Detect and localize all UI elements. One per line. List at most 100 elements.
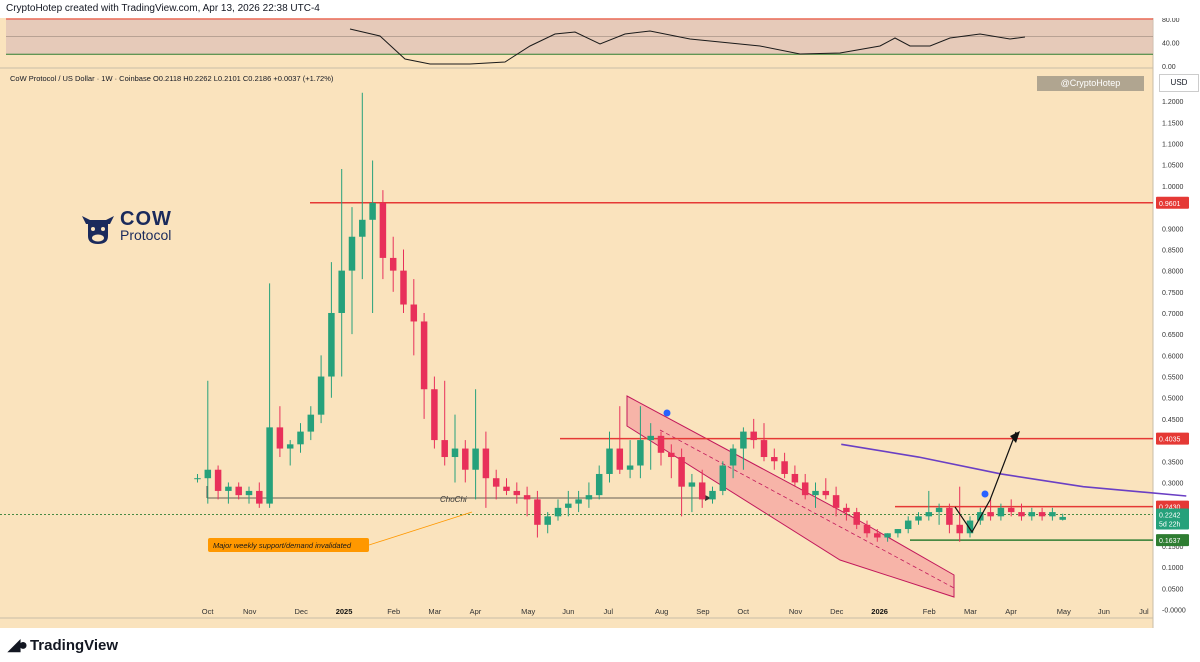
- currency-button[interactable]: USD: [1159, 74, 1199, 92]
- candle-body: [956, 524, 963, 534]
- time-tick-label: Oct: [737, 607, 750, 616]
- price-tick-label: 0.0500: [1162, 586, 1184, 593]
- candle-body: [832, 495, 840, 508]
- rsi-line: [349, 28, 1026, 65]
- header-bar: CryptoHotep created with TradingView.com…: [0, 0, 1200, 18]
- price-tick-label: 0.4500: [1162, 417, 1184, 424]
- candle-body: [729, 448, 737, 466]
- tradingview-logo[interactable]: ◢● TradingView: [8, 634, 118, 656]
- candle-body: [966, 520, 974, 534]
- candle-body: [698, 482, 706, 500]
- note-box: [208, 538, 369, 552]
- time-tick-label: 2026: [871, 607, 888, 616]
- time-tick-label: May: [1057, 607, 1071, 616]
- candle-body: [410, 304, 418, 322]
- time-tick-label: Nov: [789, 607, 803, 616]
- candle-body: [431, 389, 438, 441]
- candle-body: [451, 448, 459, 458]
- time-tick-label: Aug: [655, 607, 668, 616]
- candle-body: [946, 507, 953, 525]
- time-tick-label: Oct: [202, 607, 215, 616]
- candle-body: [626, 465, 634, 470]
- level-price-box: [1156, 432, 1189, 445]
- price-tick-label: 0.6000: [1162, 353, 1184, 360]
- price-tick-label: 0.5500: [1162, 375, 1184, 382]
- candle-body: [235, 486, 242, 496]
- price-tick-label: 0.7500: [1162, 290, 1184, 297]
- time-tick-label: Jul: [1139, 607, 1149, 616]
- candle-body: [1049, 512, 1056, 517]
- candle-body: [565, 503, 572, 508]
- time-tick-label: Sep: [696, 607, 709, 616]
- time-tick-label: Apr: [1005, 607, 1017, 616]
- price-tick-label: 1.0500: [1162, 163, 1184, 170]
- choch-arrowhead: [705, 495, 711, 501]
- candle-body: [688, 482, 696, 487]
- candle-body: [369, 202, 376, 220]
- candle-body: [709, 490, 716, 500]
- candle-body: [637, 440, 644, 466]
- last-price-label: 0.2242: [1159, 513, 1181, 520]
- time-tick-label: Mar: [428, 607, 441, 616]
- tradingview-icon: ◢●: [8, 637, 28, 654]
- candle-body: [317, 376, 325, 415]
- candle-body: [379, 202, 387, 258]
- candle-body: [1059, 516, 1066, 520]
- note-leader-line: [368, 511, 473, 546]
- candle-body: [544, 516, 551, 525]
- price-tick-label: 0.9000: [1162, 226, 1184, 233]
- candle-body: [740, 431, 747, 449]
- level-price-box: [1156, 196, 1189, 209]
- time-tick-label: Nov: [243, 607, 257, 616]
- candle-body: [1028, 512, 1036, 517]
- candle-body: [204, 469, 212, 479]
- candle-body: [997, 507, 1005, 517]
- signal-dot: [981, 490, 989, 498]
- price-chart[interactable]: 80.00 40.00 0.00 1.2000 1.1500 1.1000 1.0500 1.…: [0, 18, 1200, 628]
- level-price-label: 0.9601: [1159, 201, 1181, 208]
- candle-body: [462, 448, 469, 470]
- choch-label: ChoChi: [440, 495, 467, 504]
- moving-average-line: [841, 443, 1187, 497]
- candle-body: [853, 512, 860, 525]
- candle-body: [307, 414, 315, 432]
- candle-body: [420, 321, 428, 390]
- candle-body: [389, 257, 397, 271]
- candle-body: [276, 427, 284, 449]
- price-tick-label: 1.0000: [1162, 184, 1184, 191]
- candle-body: [771, 457, 778, 462]
- candle-body: [987, 512, 994, 517]
- candle-body: [719, 465, 727, 491]
- candle-body: [812, 490, 819, 496]
- candle-body: [781, 461, 788, 474]
- candle-body: [760, 440, 768, 458]
- candle-body: [575, 499, 582, 504]
- candle-body: [750, 431, 757, 441]
- price-tick-label: 0.1000: [1162, 565, 1184, 572]
- candle-body: [214, 469, 222, 491]
- candle-body: [348, 236, 356, 271]
- candle-body: [915, 516, 922, 521]
- candle-body: [503, 486, 510, 491]
- candle-body: [492, 478, 500, 487]
- candle-body: [678, 457, 685, 487]
- projection-arrowhead: [1010, 431, 1020, 443]
- last-price-box: [1156, 508, 1189, 530]
- candle-body: [523, 495, 531, 500]
- time-tick-label: Mar: [964, 607, 977, 616]
- time-tick-label: Jun: [1098, 607, 1110, 616]
- candle-body: [472, 448, 479, 470]
- header-text: CryptoHotep created with TradingView.com…: [6, 3, 320, 14]
- time-tick-label: Apr: [470, 607, 482, 616]
- candle-body: [791, 473, 799, 483]
- time-tick-label: Jun: [562, 607, 574, 616]
- candle-body: [925, 512, 933, 517]
- candle-body: [904, 520, 912, 530]
- candle-body: [616, 448, 624, 470]
- candle-body: [338, 270, 345, 313]
- projection-path: [954, 431, 1017, 534]
- price-tick-label: 0.6500: [1162, 332, 1184, 339]
- cow-head-icon: [82, 216, 114, 244]
- level-price-label: 0.1637: [1159, 538, 1181, 545]
- candle-body: [647, 435, 654, 441]
